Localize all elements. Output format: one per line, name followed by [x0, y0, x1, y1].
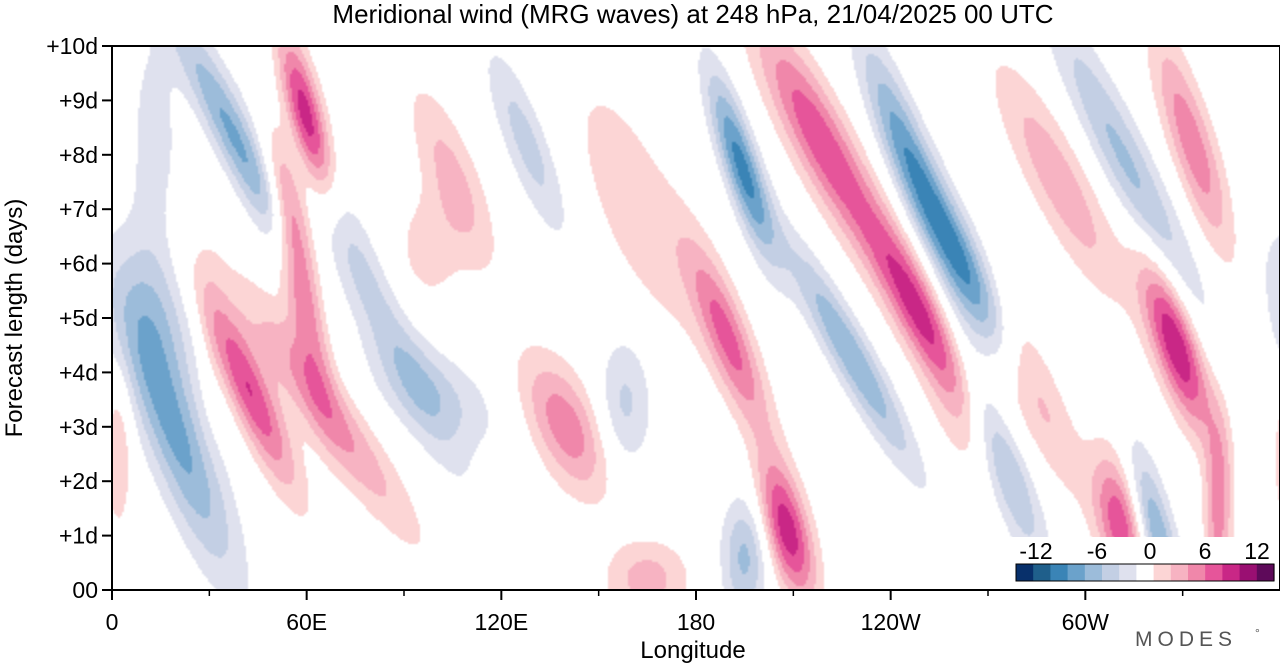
colorbar-swatch: [1170, 564, 1189, 581]
y-tick-label: +7d: [59, 196, 98, 222]
colorbar-swatch: [1050, 564, 1069, 581]
colorbar-swatch: [1188, 564, 1206, 581]
logo-text: MODES: [1135, 628, 1237, 651]
colorbar-label: -12: [1019, 538, 1052, 564]
y-tick-label: +9d: [59, 87, 98, 113]
brand-logo: MODES °: [1135, 626, 1260, 651]
colorbar-swatch: [1084, 564, 1103, 581]
colorbar-swatch: [1239, 564, 1258, 581]
colorbar-swatches: [1016, 564, 1275, 581]
y-tick-label: +4d: [59, 359, 98, 385]
y-tick-label: +3d: [59, 414, 98, 440]
plot-area: [111, 45, 1280, 591]
colorbar-swatch: [1205, 564, 1223, 581]
y-tick-label: +6d: [59, 251, 98, 277]
y-tick-label: +1d: [59, 523, 98, 549]
colorbar-swatch: [1136, 564, 1155, 581]
colorbar-swatch: [1119, 564, 1137, 581]
y-tick-label: 00: [72, 577, 98, 603]
colorbar-swatch: [1256, 564, 1275, 581]
y-tick-label: +2d: [59, 468, 98, 494]
y-tick-label: +5d: [59, 305, 98, 331]
colorbar-swatch: [1102, 564, 1120, 581]
colorbar-label: 0: [1144, 538, 1157, 564]
x-axis: 0 60E 120E 180 120W 60W: [106, 590, 1184, 635]
logo-mark: °: [1255, 626, 1260, 640]
colorbar: -12 -6 0 6 12: [1010, 537, 1278, 589]
y-axis-label: Forecast length (days): [1, 199, 28, 438]
colorbar-label: 12: [1244, 538, 1270, 564]
x-tick-label: 60E: [286, 609, 327, 635]
x-tick-label: 0: [106, 609, 119, 635]
x-tick-label: 120E: [474, 609, 528, 635]
x-tick-label: 180: [677, 609, 715, 635]
heatmap-image: [112, 46, 1280, 590]
colorbar-swatch: [1153, 564, 1172, 581]
y-tick-label: +10d: [46, 33, 98, 59]
colorbar-swatch: [1033, 564, 1051, 581]
colorbar-label: -6: [1087, 538, 1107, 564]
y-axis: 00 +1d +2d +3d +4d +5d +6d +7d +8d +9d +10d: [46, 33, 112, 603]
colorbar-swatch: [1016, 564, 1034, 581]
colorbar-swatch: [1222, 564, 1241, 581]
colorbar-swatch: [1067, 564, 1086, 581]
x-axis-label: Longitude: [640, 637, 745, 664]
x-tick-label: 60W: [1062, 609, 1110, 635]
y-tick-label: +8d: [59, 142, 98, 168]
chart-title: Meridional wind (MRG waves) at 248 hPa, …: [332, 0, 1053, 29]
colorbar-label: 6: [1199, 538, 1212, 564]
colorbar-frame: [1015, 563, 1275, 582]
x-tick-label: 120W: [861, 609, 921, 635]
